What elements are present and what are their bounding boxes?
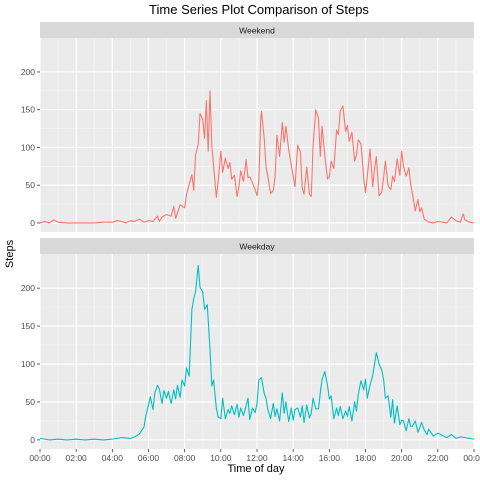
chart-title: Time Series Plot Comparison of Steps — [149, 2, 369, 17]
x-tick-label: 16:00 — [319, 453, 341, 463]
y-axis-title: Steps — [4, 239, 16, 268]
strip-background — [40, 22, 474, 38]
x-tick-label: 20:00 — [391, 453, 413, 463]
y-tick-label: 150 — [21, 105, 35, 115]
x-tick-label: 08:00 — [174, 453, 196, 463]
panel-weekday: Weekday 0 50 100 150 200 00:00 02:00 04:00 06:00 0… — [21, 238, 480, 463]
strip-background — [40, 238, 474, 254]
panel-weekend: Weekend 0 50 100 150 200 — [21, 22, 475, 232]
y-tick-label: 50 — [26, 180, 36, 190]
series-line-weekday — [39, 264, 475, 441]
x-tick-label: 12:00 — [246, 453, 268, 463]
y-tick-label: 100 — [21, 359, 35, 369]
y-tick-label: 150 — [21, 321, 35, 331]
x-tick-label: 00:00 — [463, 453, 480, 463]
facet-panels: Weekend 0 50 100 150 200 Weekday 0 50 100 150 200 00… — [21, 22, 480, 463]
x-tick-label: 22:00 — [427, 453, 449, 463]
x-tick-label: 14:00 — [283, 453, 305, 463]
strip-label: Weekday — [239, 242, 275, 252]
x-tick-label: 04:00 — [102, 453, 124, 463]
y-tick-label: 0 — [30, 435, 35, 445]
y-tick-label: 50 — [26, 397, 36, 407]
x-tick-label: 06:00 — [138, 453, 160, 463]
strip-label: Weekend — [239, 26, 275, 36]
y-tick-label: 200 — [21, 283, 35, 293]
y-tick-label: 100 — [21, 142, 35, 152]
y-tick-label: 0 — [30, 218, 35, 228]
x-tick-label: 10:00 — [210, 453, 232, 463]
x-axis-title: Time of day — [227, 463, 285, 475]
x-tick-label: 02:00 — [66, 453, 88, 463]
x-tick-label: 00:00 — [29, 453, 51, 463]
series-line-weekend — [39, 90, 475, 224]
y-tick-label: 200 — [21, 67, 35, 77]
x-tick-label: 18:00 — [355, 453, 377, 463]
